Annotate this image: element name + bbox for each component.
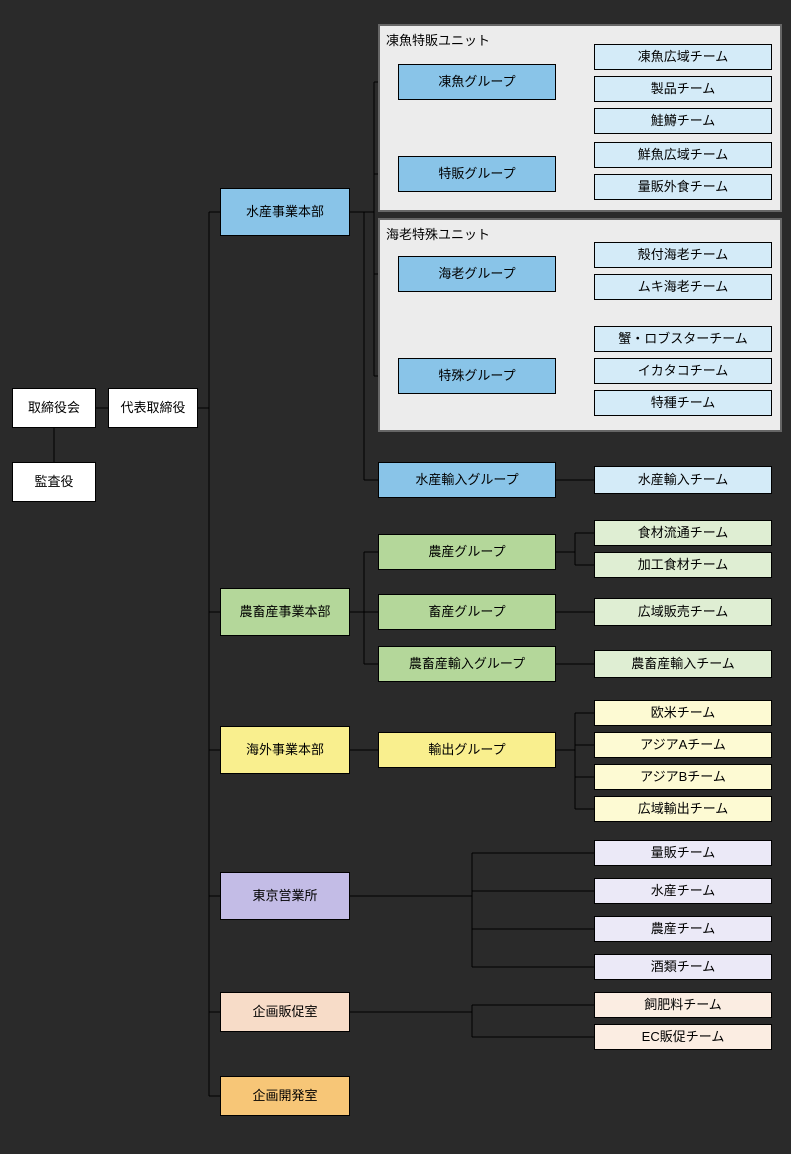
org-node-t-ec: EC販促チーム	[594, 1024, 772, 1050]
org-node-g-suisan-imp: 水産輸入グループ	[378, 462, 556, 498]
org-node-t-suisan2: 水産チーム	[594, 878, 772, 904]
org-chart: 凍魚特販ユニット海老特殊ユニット取締役会監査役代表取締役 水産事業本部農畜産事業本…	[0, 0, 791, 1154]
org-node-t-sake: 鮭鱒チーム	[594, 108, 772, 134]
org-node-board: 取締役会	[12, 388, 96, 428]
org-node-t-kakou: 加工食材チーム	[594, 552, 772, 578]
org-node-t-suisan-imp: 水産輸入チーム	[594, 466, 772, 494]
org-node-t-sengyo: 鮮魚広域チーム	[594, 142, 772, 168]
org-node-nouchiku: 農畜産事業本部	[220, 588, 350, 636]
org-node-t-kara: 殻付海老チーム	[594, 242, 772, 268]
org-node-kikaku-han: 企画販促室	[220, 992, 350, 1032]
org-node-t-asiaB: アジアBチーム	[594, 764, 772, 790]
org-node-g-touo: 凍魚グループ	[398, 64, 556, 100]
org-node-t-seihin: 製品チーム	[594, 76, 772, 102]
org-node-auditor: 監査役	[12, 462, 96, 502]
org-node-t-tokushu: 特種チーム	[594, 390, 772, 416]
org-node-t-ryohan: 量販外食チーム	[594, 174, 772, 200]
org-node-ceo: 代表取締役	[108, 388, 198, 428]
org-node-t-shiryo: 飼肥料チーム	[594, 992, 772, 1018]
unit-label: 凍魚特販ユニット	[386, 30, 490, 49]
org-node-g-ebi: 海老グループ	[398, 256, 556, 292]
org-node-tokyo: 東京営業所	[220, 872, 350, 920]
org-node-t-ika: イカタコチーム	[594, 358, 772, 384]
org-node-t-ryohan2: 量販チーム	[594, 840, 772, 866]
org-node-g-yushutsu: 輸出グループ	[378, 732, 556, 768]
org-node-suisan: 水産事業本部	[220, 188, 350, 236]
org-node-t-touo-kouiki: 凍魚広域チーム	[594, 44, 772, 70]
org-node-g-nousan: 農産グループ	[378, 534, 556, 570]
org-node-t-nouchiku-imp: 農畜産輸入チーム	[594, 650, 772, 678]
org-node-kikaku-kai: 企画開発室	[220, 1076, 350, 1116]
org-node-g-chikusan: 畜産グループ	[378, 594, 556, 630]
org-node-t-asiaA: アジアAチーム	[594, 732, 772, 758]
org-node-g-tokuhan: 特販グループ	[398, 156, 556, 192]
org-node-t-kani: 蟹・ロブスターチーム	[594, 326, 772, 352]
org-node-g-tokushu: 特殊グループ	[398, 358, 556, 394]
org-node-t-nousan2: 農産チーム	[594, 916, 772, 942]
org-node-t-oubei: 欧米チーム	[594, 700, 772, 726]
org-node-t-muki: ムキ海老チーム	[594, 274, 772, 300]
org-node-g-nouchiku-imp: 農畜産輸入グループ	[378, 646, 556, 682]
org-node-t-shokuzai: 食材流通チーム	[594, 520, 772, 546]
org-node-t-shurui: 酒類チーム	[594, 954, 772, 980]
org-node-t-kouiki-exp: 広域輸出チーム	[594, 796, 772, 822]
org-node-t-kouiki-han: 広域販売チーム	[594, 598, 772, 626]
org-node-kaigai: 海外事業本部	[220, 726, 350, 774]
unit-label: 海老特殊ユニット	[386, 224, 490, 243]
